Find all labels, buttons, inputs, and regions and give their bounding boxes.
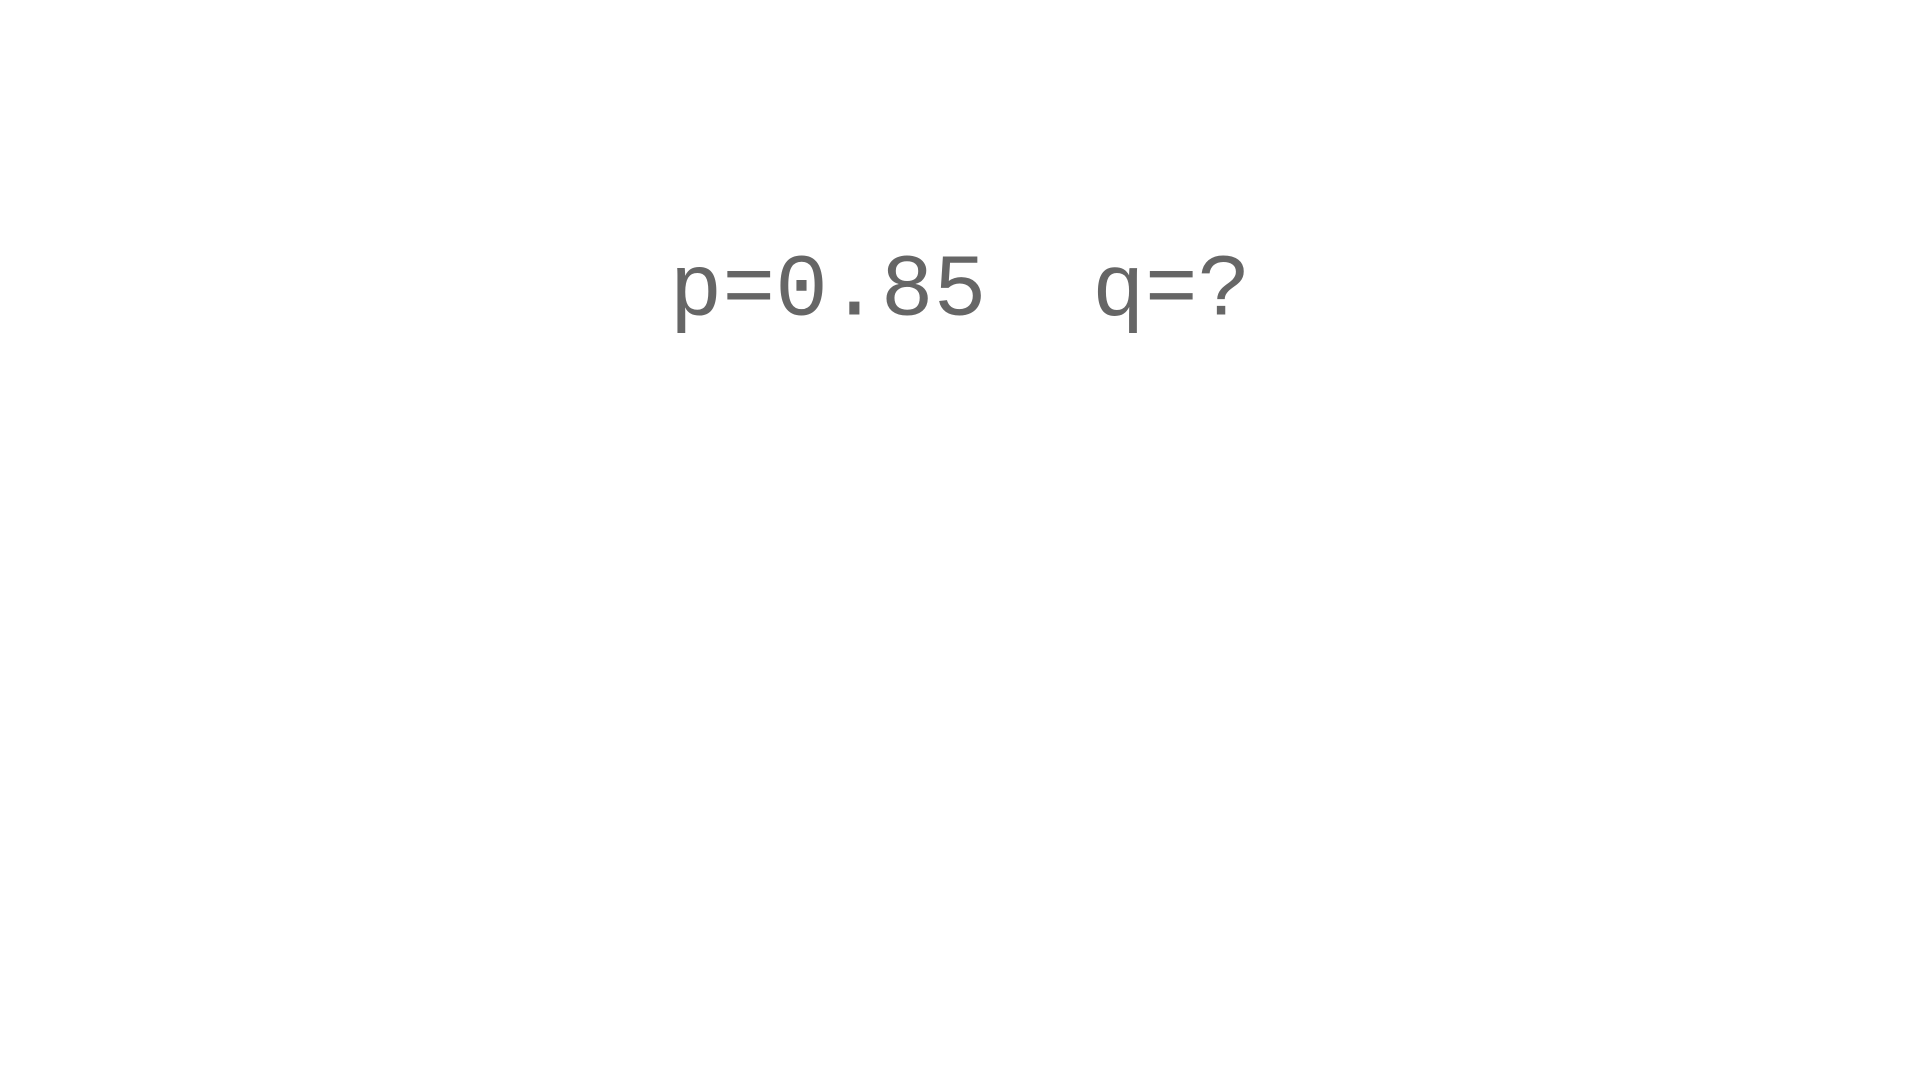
equation-text: p=0.85 q=?	[670, 242, 1251, 341]
slide-canvas: p=0.85 q=?	[0, 0, 1920, 1080]
